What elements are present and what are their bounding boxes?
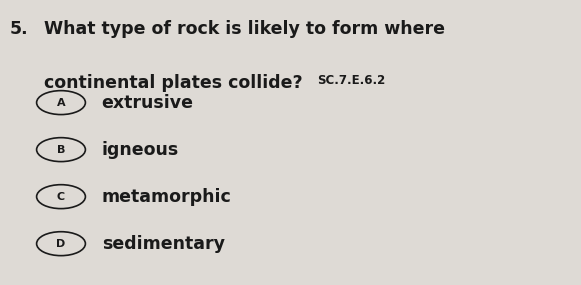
Text: extrusive: extrusive — [102, 93, 193, 112]
Text: metamorphic: metamorphic — [102, 188, 231, 206]
Text: sedimentary: sedimentary — [102, 235, 225, 253]
Text: A: A — [57, 97, 65, 108]
Text: What type of rock is likely to form where: What type of rock is likely to form wher… — [44, 20, 444, 38]
Text: D: D — [56, 239, 66, 249]
Text: igneous: igneous — [102, 141, 179, 159]
Text: 5.: 5. — [9, 20, 28, 38]
Text: continental plates collide?: continental plates collide? — [44, 74, 302, 92]
Text: SC.7.E.6.2: SC.7.E.6.2 — [317, 74, 385, 87]
Text: C: C — [57, 192, 65, 202]
Text: B: B — [57, 144, 65, 155]
